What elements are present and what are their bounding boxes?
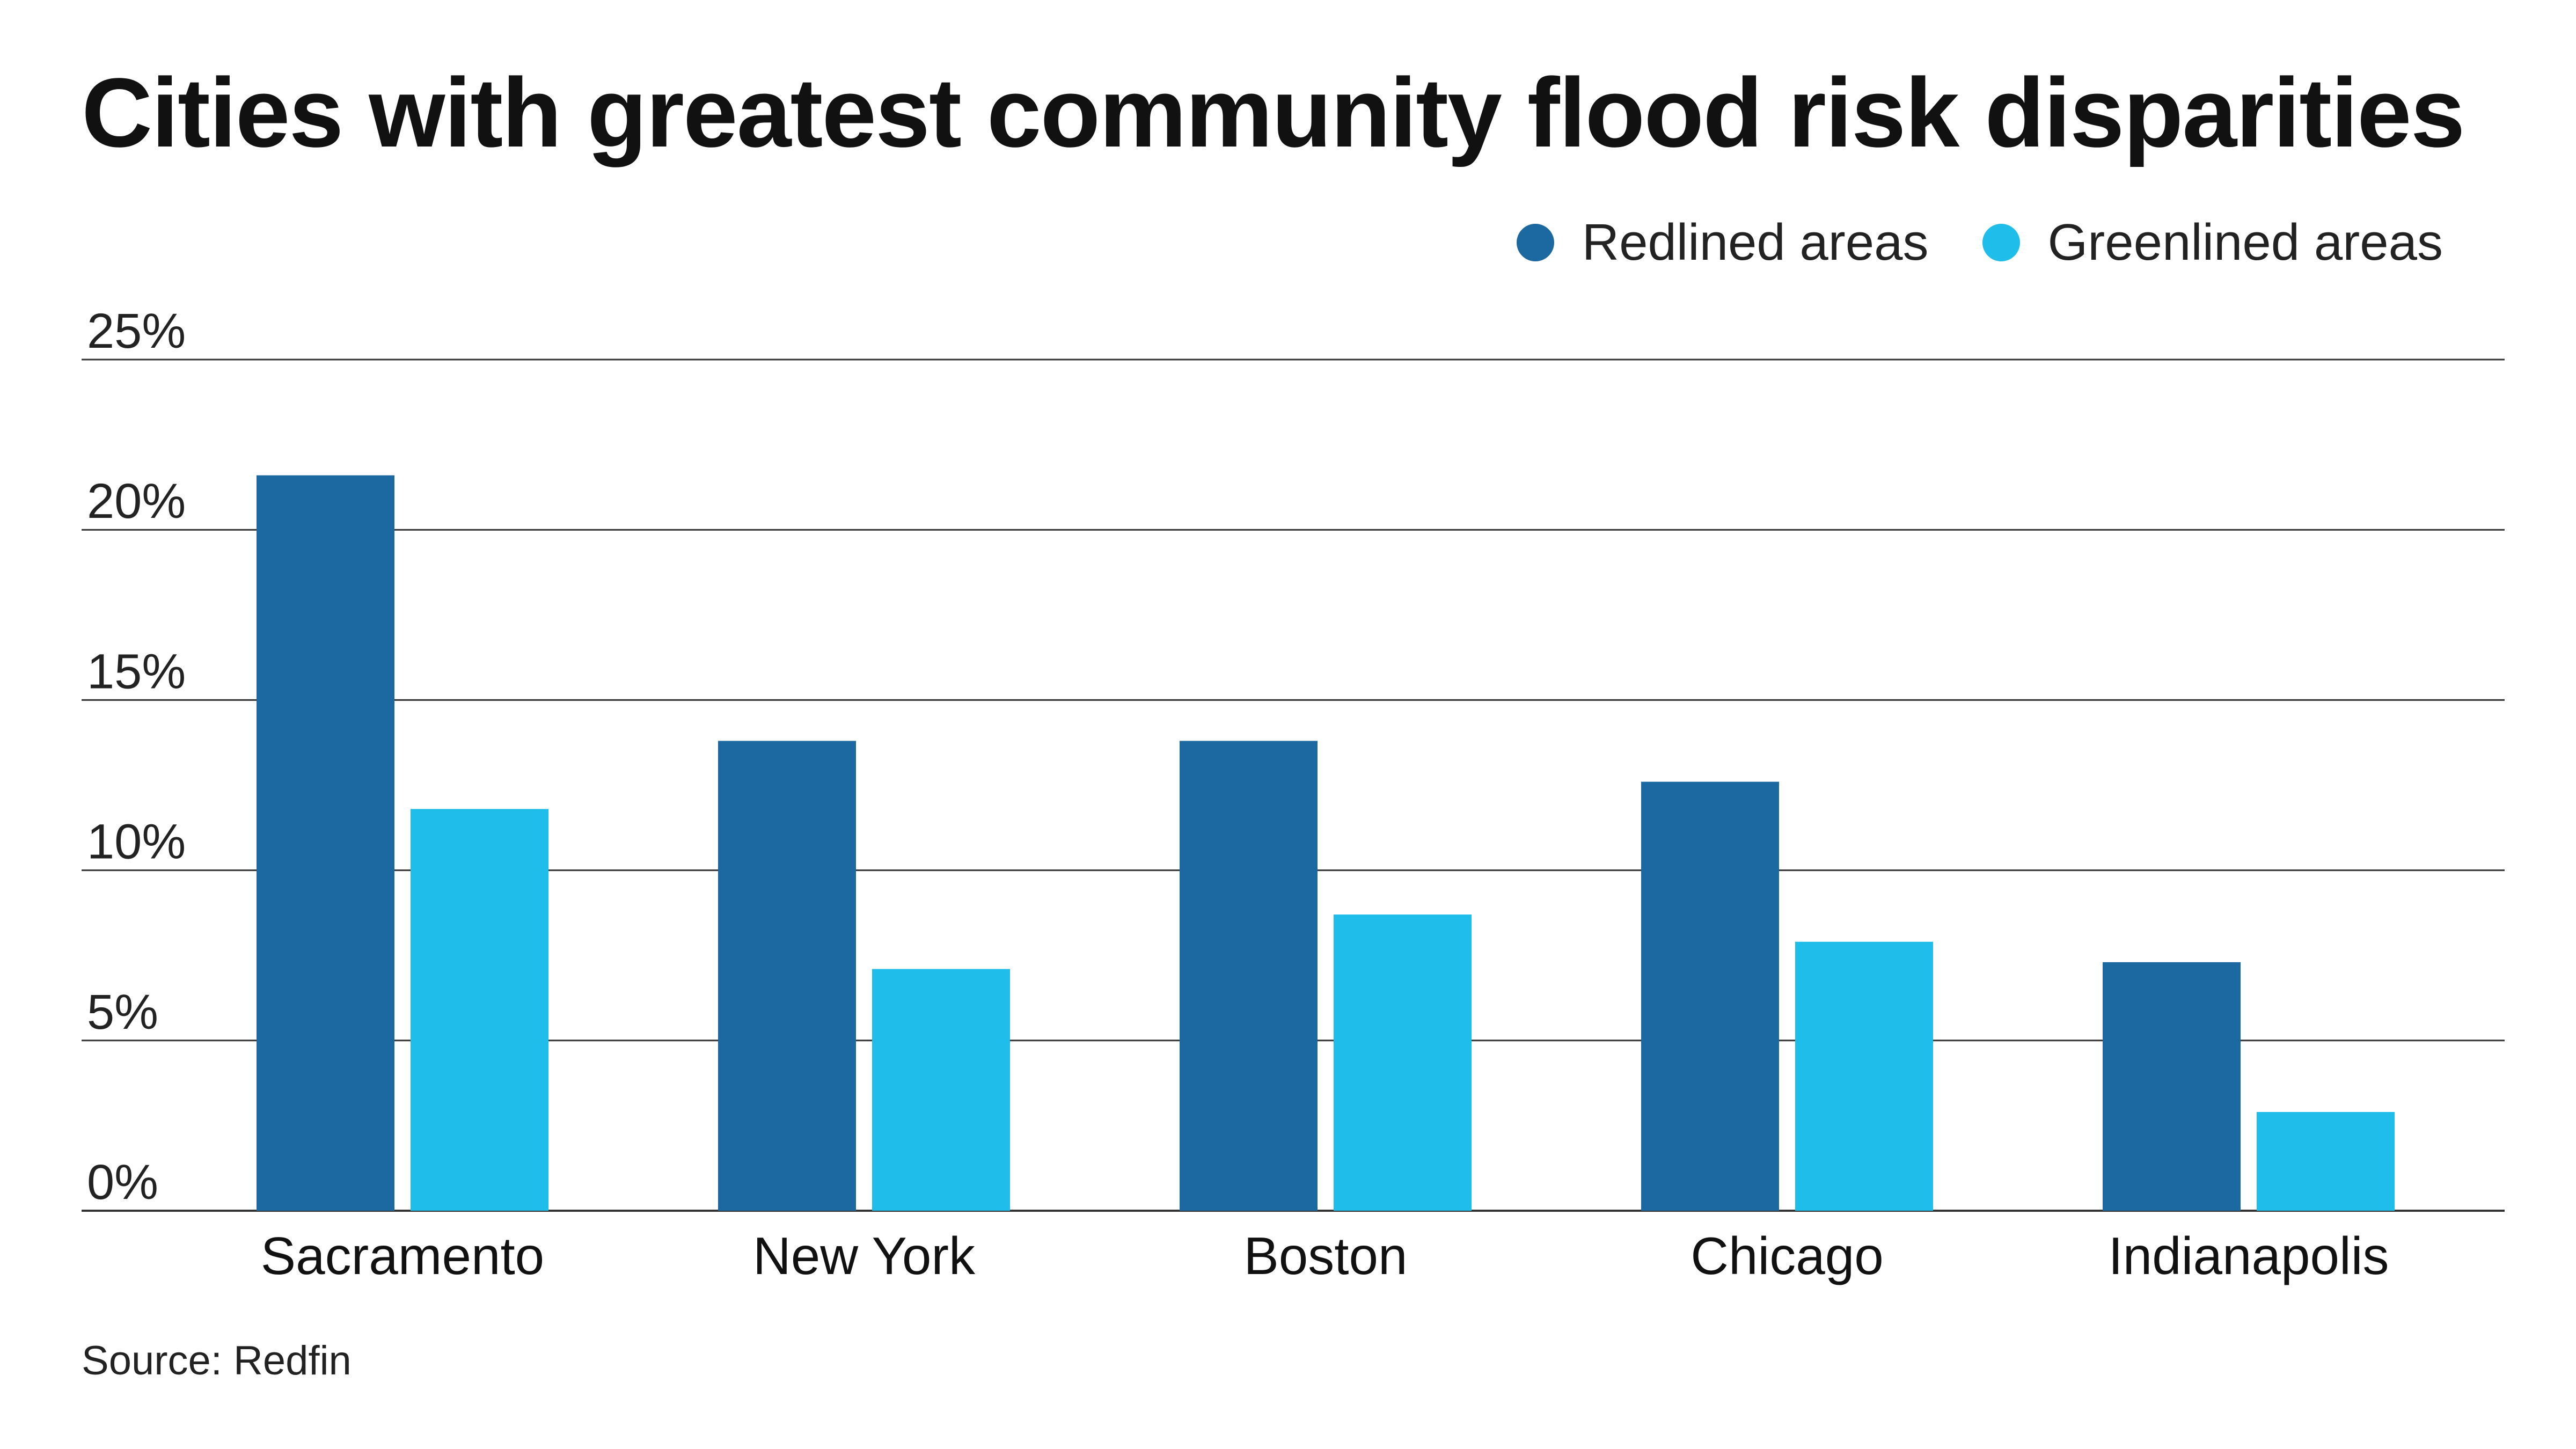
bars [257,475,2395,1211]
bar-chicago-redlined [1641,781,1779,1211]
legend-label-redlined: Redlined areas [1582,214,1929,271]
x-tick-label: New York [753,1226,976,1285]
x-tick-label: Indianapolis [2108,1226,2389,1285]
bar-sacramento-redlined [257,475,394,1211]
y-tick-label: 5% [87,985,158,1040]
bar-indianapolis-redlined [2103,962,2241,1211]
bar-sacramento-greenlined [411,809,548,1211]
bar-boston-greenlined [1334,914,1472,1211]
bar-indianapolis-greenlined [2257,1112,2395,1211]
axes: 0% 5% 10% 15% 20% 25% Sacramento New York Boston… [87,304,2389,1285]
legend-label-greenlined: Greenlined areas [2047,214,2443,271]
source-note: Source: Redfin [82,1338,352,1384]
bar-chicago-greenlined [1795,941,1933,1211]
legend-item-greenlined: Greenlined areas [1982,217,2443,268]
y-tick-label: 0% [87,1155,158,1210]
legend-dot-redlined-icon [1516,224,1554,261]
y-tick-label: 15% [87,644,186,699]
chart-title: Cities with greatest community flood ris… [82,57,2465,167]
legend-dot-greenlined-icon [1982,224,2020,261]
x-tick-label: Sacramento [261,1226,544,1285]
y-tick-label: 20% [87,474,186,529]
bar-new-york-greenlined [872,969,1010,1211]
y-tick-label: 10% [87,815,186,869]
x-tick-label: Chicago [1690,1226,1884,1285]
bar-new-york-redlined [718,741,856,1211]
legend: Redlined areas Greenlined areas [1516,214,2443,271]
x-tick-label: Boston [1243,1226,1407,1285]
y-tick-label: 25% [87,304,186,358]
bar-boston-redlined [1180,741,1318,1211]
legend-item-redlined: Redlined areas [1516,214,1929,271]
